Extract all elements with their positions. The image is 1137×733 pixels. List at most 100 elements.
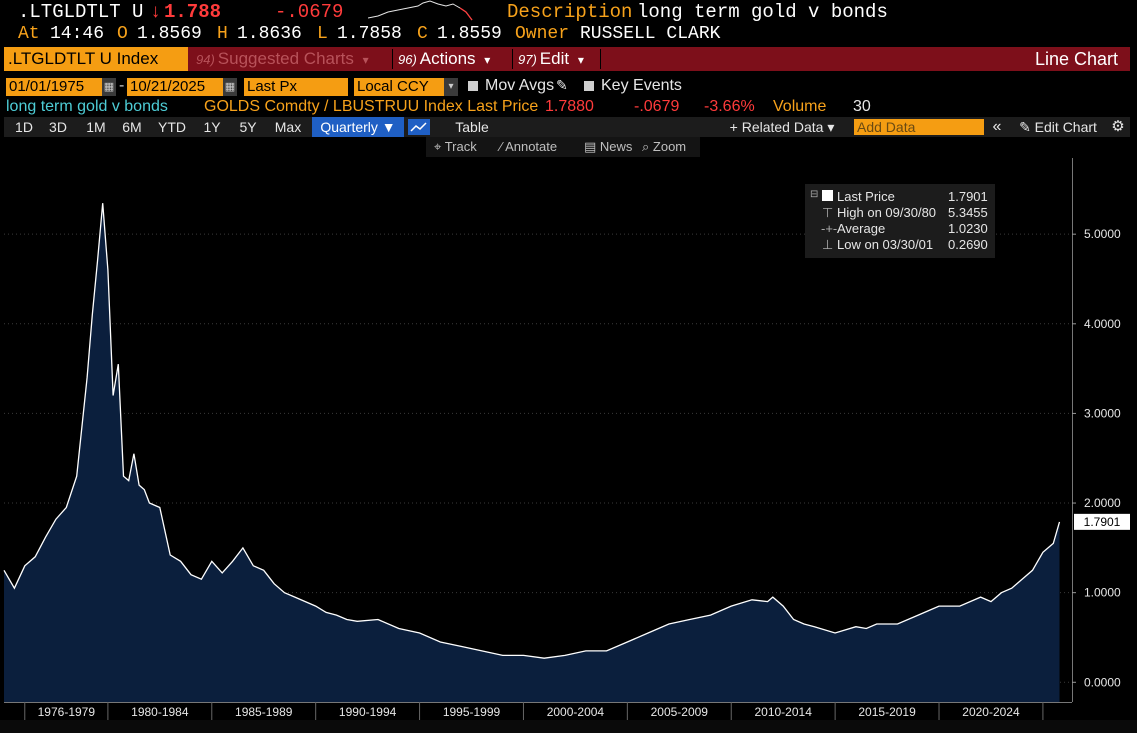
range-1m[interactable]: 1M xyxy=(86,119,106,135)
series-formula: GOLDS Comdty / LBUSTRUU Index Last Price xyxy=(204,98,539,115)
last-value-tag-text: 1.7901 xyxy=(1084,515,1121,529)
x-tick-label: 2010-2014 xyxy=(754,705,812,719)
sparkline-tail xyxy=(459,7,473,21)
range-6m[interactable]: 6M xyxy=(122,119,142,135)
line-chart-glyph xyxy=(410,122,427,132)
suggested-charts-menu[interactable]: 94) Suggested Charts ▾ xyxy=(196,47,369,71)
series-area xyxy=(4,203,1060,702)
average-marker-icon: -+- xyxy=(821,221,838,236)
range-ytd[interactable]: YTD xyxy=(158,119,186,135)
related-data-menu[interactable]: + Related Data ▾ xyxy=(729,119,835,135)
edit-number: 97) xyxy=(518,52,537,67)
range-1y[interactable]: 1Y xyxy=(203,119,221,135)
last-price-swatch-icon xyxy=(822,190,833,201)
calendar-icon[interactable]: ▦ xyxy=(223,78,237,96)
status-strip xyxy=(0,720,1137,733)
start-date-input[interactable]: 01/01/1975 xyxy=(6,78,102,96)
range-5y[interactable]: 5Y xyxy=(239,119,257,135)
divider xyxy=(512,49,513,69)
line-chart[interactable]: 0.0000 1.0000 2.0000 3.0000 4.0000 5.0000 197… xyxy=(0,158,1137,720)
collapse-legend-icon[interactable]: ⊟ xyxy=(810,189,819,200)
annotate-tool[interactable]: ⁄ Annotate xyxy=(500,139,558,154)
key-events-checkbox[interactable] xyxy=(584,81,594,91)
legend-row-low: ⊥ Low on 03/30/01 0.2690 xyxy=(805,237,995,253)
range-bar: 1D 3D 1M 6M YTD 1Y 5Y Max Quarterly ▼ Ta… xyxy=(4,117,1130,137)
edit-menu[interactable]: 97) Edit ▾ xyxy=(518,47,584,71)
legend-average-value: 1.0230 xyxy=(948,221,988,236)
ticker-symbol[interactable]: .LTGLDTLT U xyxy=(18,1,144,23)
sparkline-line xyxy=(368,0,473,21)
legend-last-label: Last Price xyxy=(837,189,895,204)
low-label: L xyxy=(317,24,328,44)
range-max[interactable]: Max xyxy=(274,119,302,135)
legend-last-value: 1.7901 xyxy=(948,189,988,204)
open-value: 1.8569 xyxy=(137,24,202,44)
security-field[interactable]: .LTGLDTLT U Index xyxy=(4,47,188,71)
series-change: -.0679 xyxy=(634,98,680,115)
y-tick-label: 0.0000 xyxy=(1084,675,1121,689)
x-tick-label: 1985-1989 xyxy=(235,705,293,719)
zoom-tool[interactable]: ⌕ Zoom xyxy=(642,139,687,154)
pencil-icon[interactable]: ✎ xyxy=(556,77,568,93)
x-tick-label: 2015-2019 xyxy=(858,705,916,719)
legend-low-label: Low on 03/30/01 xyxy=(837,237,934,252)
key-events-label: Key Events xyxy=(601,77,682,94)
actions-menu[interactable]: 96) Actions ▾ xyxy=(398,47,490,71)
y-tick-label: 5.0000 xyxy=(1084,227,1121,241)
chevron-down-icon[interactable]: ▾ xyxy=(444,78,458,96)
y-tick-label: 4.0000 xyxy=(1084,317,1121,331)
track-tool[interactable]: ⌖ Track xyxy=(434,139,477,154)
line-chart-icon[interactable] xyxy=(408,119,430,135)
owner-value: RUSSELL CLARK xyxy=(580,24,721,44)
table-button[interactable]: Table xyxy=(455,119,489,135)
close-value: 1.8559 xyxy=(437,24,502,44)
legend-row-average: -+- Average 1.0230 xyxy=(805,221,995,237)
at-label: At xyxy=(18,24,40,44)
ohlc-header: At 14:46 O 1.8569 H 1.8636 L 1.7858 C 1.… xyxy=(0,24,1137,46)
edit-chart-button[interactable]: ✎ Edit Chart xyxy=(1019,119,1097,135)
suggested-charts-label: Suggested Charts xyxy=(217,49,354,68)
chevron-down-icon: ▾ xyxy=(362,53,369,67)
legend-low-value: 0.2690 xyxy=(948,237,988,252)
legend-high-label: High on 09/30/80 xyxy=(837,205,937,220)
x-tick-label: 2020-2024 xyxy=(962,705,1020,719)
actions-label: Actions xyxy=(419,49,476,68)
description-label: Description xyxy=(507,1,633,23)
gear-icon[interactable]: ⚙ xyxy=(1111,118,1125,135)
volume-value: 30 xyxy=(853,98,871,115)
news-tool[interactable]: ▤ News xyxy=(584,139,633,154)
collapse-icon[interactable]: « xyxy=(992,118,1002,135)
chart-inputs: 01/01/1975 ▦ - 10/21/2025 ▦ Last Px Loca… xyxy=(0,77,1137,97)
down-arrow-icon: ↓ xyxy=(150,1,162,23)
y-tick-label: 1.0000 xyxy=(1084,586,1121,600)
divider xyxy=(600,49,601,69)
description-value: long term gold v bonds xyxy=(637,1,888,23)
high-label: H xyxy=(217,24,228,44)
chart-type-label[interactable]: Line Chart xyxy=(1034,49,1118,69)
calendar-icon[interactable]: ▦ xyxy=(102,78,116,96)
series-name: long term gold v bonds xyxy=(6,98,168,115)
frequency-select[interactable]: Quarterly ▼ xyxy=(312,117,404,137)
net-change: -.0679 xyxy=(275,1,344,23)
date-range-dash: - xyxy=(119,77,125,94)
chevron-down-icon: ▾ xyxy=(577,53,584,67)
mov-avgs-checkbox[interactable] xyxy=(468,81,478,91)
last-price: 1.788 xyxy=(164,1,222,23)
end-date-input[interactable]: 10/21/2025 xyxy=(127,78,223,96)
legend-row-high: ⊤ High on 09/30/80 5.3455 xyxy=(805,205,995,221)
price-field-select[interactable]: Last Px xyxy=(244,78,348,96)
chevron-down-icon: ▾ xyxy=(484,53,491,67)
last-value-tag: 1.7901 xyxy=(1074,513,1130,530)
high-marker-icon: ⊤ xyxy=(822,205,834,220)
x-axis-ticks: 1976-1979 1980-1984 1985-1989 1990-1994 1995… xyxy=(24,702,1044,720)
range-1d[interactable]: 1D xyxy=(15,119,33,135)
add-data-input[interactable]: Add Data xyxy=(854,119,984,135)
y-tick-label: 3.0000 xyxy=(1084,406,1121,420)
last-value-tag-box xyxy=(1074,513,1130,530)
series-pct-change: -3.66% xyxy=(704,98,755,115)
low-marker-icon: ⊥ xyxy=(822,237,834,252)
range-3d[interactable]: 3D xyxy=(49,119,67,135)
x-tick-label: 1976-1979 xyxy=(38,705,96,719)
x-tick-label: 1990-1994 xyxy=(339,705,397,719)
currency-select[interactable]: Local CCY xyxy=(354,78,444,96)
